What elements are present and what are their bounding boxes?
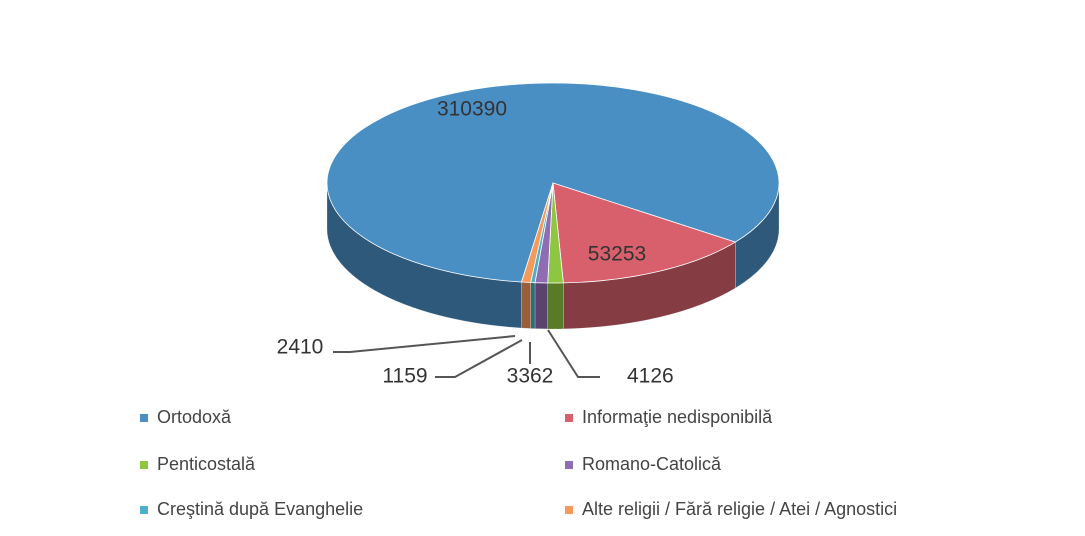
legend-label: Creştină după Evanghelie bbox=[157, 499, 363, 519]
legend-swatch bbox=[565, 414, 573, 422]
slice-side bbox=[530, 282, 536, 329]
slice bbox=[521, 182, 554, 283]
legend-label: Penticostală bbox=[157, 454, 256, 474]
leader-line bbox=[435, 339, 523, 378]
legend-label: Ortodoxă bbox=[157, 407, 232, 427]
data-label: 53253 bbox=[588, 243, 646, 266]
leader-line bbox=[333, 335, 516, 353]
leader-line bbox=[547, 329, 600, 378]
slice bbox=[552, 182, 737, 284]
data-label: 3362 bbox=[507, 365, 554, 388]
data-label: 1159 bbox=[382, 365, 427, 388]
slice-side bbox=[547, 282, 564, 330]
slice-side bbox=[534, 282, 549, 330]
legend-swatch bbox=[565, 506, 573, 514]
legend-swatch bbox=[140, 414, 148, 422]
data-label: 2410 bbox=[277, 336, 324, 359]
legend-label: Informaţie nedisponibilă bbox=[582, 407, 773, 427]
legend-label: Romano-Catolică bbox=[582, 454, 722, 474]
pie-tops bbox=[326, 82, 780, 284]
legend-swatch bbox=[140, 461, 148, 469]
data-label: 4126 bbox=[627, 365, 674, 388]
legend-label: Alte religii / Fără religie / Atei / Agn… bbox=[582, 499, 897, 519]
slice-side bbox=[521, 281, 531, 329]
data-label: 310390 bbox=[437, 98, 507, 121]
pie-sides bbox=[326, 182, 780, 330]
legend-swatch bbox=[565, 461, 573, 469]
legend-swatch bbox=[140, 506, 148, 514]
slice bbox=[326, 82, 780, 283]
